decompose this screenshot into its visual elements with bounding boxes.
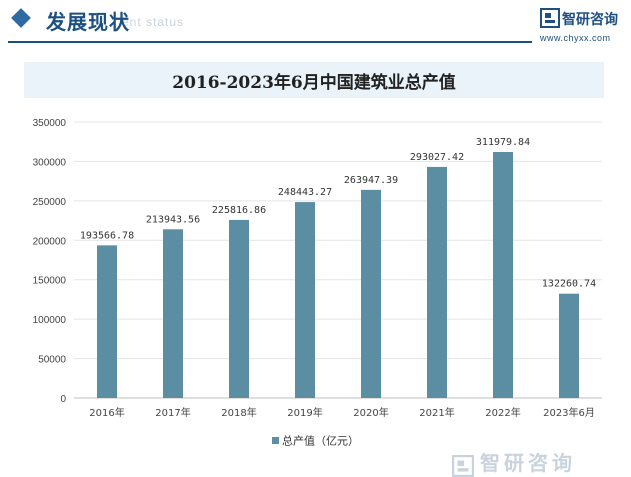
y-tick-label: 300000 (33, 157, 67, 168)
section-header: ent status 发展现状 智研咨询 www.chyxx.com (0, 0, 631, 48)
y-tick-label: 0 (60, 394, 66, 405)
data-label: 248443.27 (278, 187, 332, 198)
section-subtitle: ent status (122, 15, 185, 29)
logo-url: www.chyxx.com (540, 33, 611, 43)
data-label: 263947.39 (344, 175, 398, 186)
y-tick-label: 250000 (33, 197, 67, 208)
logo-mark-icon (540, 8, 560, 28)
legend-label: 总产值（亿元） (282, 434, 359, 448)
legend: 总产值（亿元） (272, 430, 359, 449)
bar (97, 245, 117, 398)
bar-chart: 0 50000 100000 150000 200000 250000 300000 3500… (33, 118, 602, 419)
bar (163, 229, 183, 398)
y-tick-label: 100000 (33, 315, 67, 326)
data-label: 311979.84 (476, 137, 530, 148)
y-tick-label: 50000 (38, 355, 66, 366)
y-tick-label: 350000 (33, 118, 67, 129)
footer-logo: 智研咨询 (452, 447, 576, 477)
data-label: 213943.56 (146, 214, 200, 225)
data-label: 293027.42 (410, 152, 464, 163)
legend-swatch (272, 437, 279, 444)
bar (361, 189, 381, 398)
x-tick-label: 2020年 (353, 406, 388, 419)
data-label: 132260.74 (542, 279, 596, 290)
diamond-icon (11, 8, 31, 28)
section-title: 发展现状 (46, 10, 130, 34)
footer-logo-text: 智研咨询 (480, 451, 576, 475)
x-tick-label: 2019年 (287, 406, 322, 419)
logo-text: 智研咨询 (562, 12, 618, 28)
y-tick-label: 200000 (33, 236, 67, 247)
bar (559, 293, 579, 398)
data-label: 225816.86 (212, 205, 266, 216)
chart-title-bar: 2016-2023年6月中国建筑业总产值 (24, 62, 604, 98)
x-tick-label: 2017年 (155, 406, 190, 419)
footer-logo-mark-icon (452, 454, 474, 477)
data-label: 193566.78 (80, 230, 134, 241)
x-tick-label: 2023年6月 (543, 406, 595, 419)
bar (493, 151, 513, 398)
x-tick-label: 2016年 (89, 406, 124, 419)
bar (427, 166, 447, 398)
bar (229, 219, 249, 398)
x-tick-label: 2022年 (485, 406, 520, 419)
x-tick-label: 2021年 (419, 406, 454, 419)
x-tick-label: 2018年 (221, 406, 256, 419)
header-divider (8, 41, 532, 43)
y-tick-label: 150000 (33, 276, 67, 287)
bar (295, 202, 315, 398)
chart-title: 2016-2023年6月中国建筑业总产值 (172, 73, 456, 93)
